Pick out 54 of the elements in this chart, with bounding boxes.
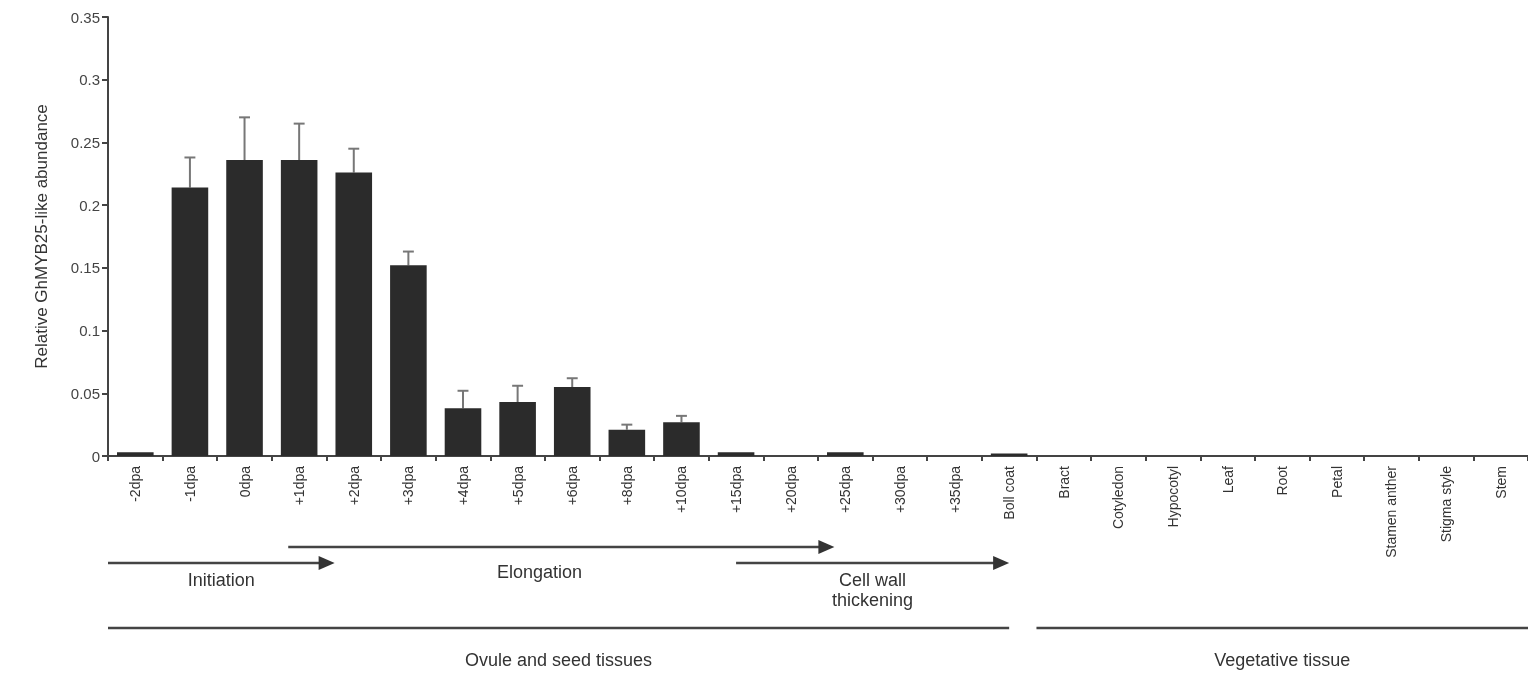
x-tick-label: +25dpa: [837, 465, 854, 514]
y-axis-title: Relative GhMYB25-like abundance: [32, 104, 51, 369]
bar: [280, 159, 318, 456]
y-tick-label: 0.1: [79, 322, 100, 340]
x-tick-label: Stigma style: [1438, 465, 1455, 543]
x-tick-label: +2dpa: [345, 465, 362, 506]
x-tick-label: +15dpa: [728, 465, 745, 514]
x-tick-label: Petal: [1328, 466, 1345, 498]
x-tick-label: +1dpa: [291, 465, 308, 506]
y-tick-label: 0.25: [70, 133, 100, 151]
x-tick-label: -2dpa: [127, 465, 144, 502]
bar: [553, 387, 591, 456]
x-tick-label: +35dpa: [946, 465, 963, 514]
bar: [444, 408, 482, 456]
y-tick-label: 0.35: [70, 8, 100, 26]
x-tick-label: Stem: [1492, 466, 1509, 499]
bar: [608, 429, 646, 456]
x-tick-label: Root: [1274, 465, 1291, 496]
y-tick-label: 0: [91, 447, 100, 465]
bar: [499, 402, 536, 456]
x-tick-label: +3dpa: [400, 465, 417, 506]
bar: [117, 452, 154, 456]
x-tick-label: +5dpa: [509, 465, 526, 506]
x-tick-label: Boll coat: [1001, 465, 1018, 520]
x-tick-label: Leaf: [1219, 465, 1236, 494]
y-tick-label: 0.15: [70, 259, 100, 277]
y-tick-label: 0.3: [79, 71, 100, 89]
bar: [717, 452, 755, 456]
y-tick-label: 0.2: [79, 196, 100, 214]
text: Ovule and seed tissues: [465, 650, 653, 670]
text: Initiation: [187, 570, 255, 590]
x-tick-label: Stamen anther: [1383, 465, 1400, 558]
text: Vegetative tissue: [1214, 650, 1351, 670]
x-tick-label: Bract: [1055, 465, 1072, 499]
x-tick-label: +20dpa: [782, 465, 799, 514]
bar: [171, 187, 209, 456]
bar: [990, 453, 1028, 456]
x-tick-label: -1dpa: [181, 465, 198, 502]
bar: [663, 422, 700, 456]
x-tick-label: +8dpa: [618, 465, 635, 506]
text: Cell wall thickening: [832, 570, 914, 610]
bar: [827, 452, 864, 456]
x-tick-label: +4dpa: [455, 465, 471, 506]
x-tick-label: +30dpa: [891, 465, 908, 514]
x-tick-label: 0dpa: [236, 465, 253, 498]
bar: [390, 265, 427, 456]
x-tick-label: Cotyledon: [1110, 466, 1127, 530]
x-tick-label: +10dpa: [673, 465, 690, 514]
x-tick-label: Hypocotyl: [1165, 466, 1181, 528]
bar: [335, 172, 373, 456]
y-tick-label: 0.05: [70, 384, 100, 402]
bar: [226, 159, 263, 456]
x-tick-label: +6dpa: [564, 465, 581, 506]
text: Elongation: [496, 562, 582, 582]
